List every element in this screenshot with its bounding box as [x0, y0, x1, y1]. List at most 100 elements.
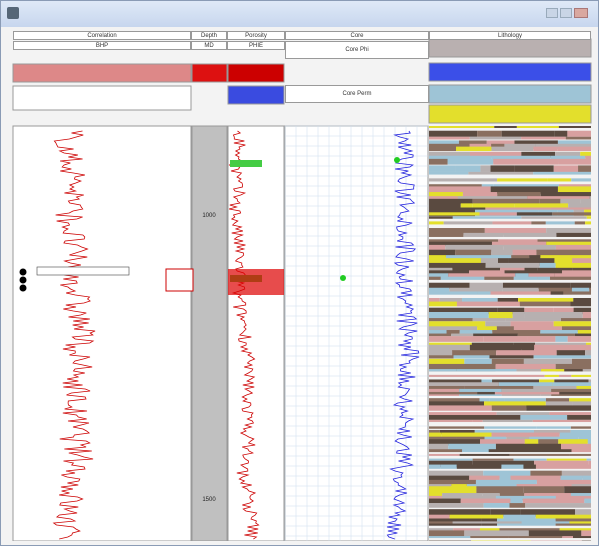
lithology-band — [569, 521, 591, 524]
lithology-band — [472, 203, 515, 210]
lithology-band — [494, 126, 517, 129]
lithology-band — [554, 273, 591, 280]
lithology-band — [429, 241, 492, 246]
lithology-band — [429, 458, 473, 461]
lithology-band — [568, 203, 591, 210]
lithology-swatch — [428, 84, 592, 104]
lithology-band — [429, 398, 480, 402]
lithology-band — [499, 528, 560, 531]
lithology-band — [446, 330, 460, 335]
lithology-band — [491, 405, 527, 411]
lithology-band — [558, 439, 588, 446]
lithology-band — [429, 536, 471, 539]
lithology-band — [464, 358, 492, 365]
track-title: Correlation — [13, 31, 191, 40]
lithology-band — [496, 326, 514, 332]
lithology-band — [493, 158, 559, 165]
maximize-button[interactable] — [560, 8, 572, 18]
lithology-band — [516, 212, 553, 216]
lithology-band — [460, 498, 511, 504]
lithology-band — [484, 426, 537, 429]
lithology-band — [535, 514, 591, 521]
lithology-band — [574, 221, 586, 225]
lithology-band — [541, 369, 565, 372]
lithology-band — [429, 178, 498, 182]
lithology-band — [429, 291, 478, 295]
lithology-band — [472, 198, 540, 204]
lithology-band — [429, 443, 449, 452]
close-button[interactable] — [574, 8, 588, 18]
lithology-band — [453, 528, 480, 531]
well-marker — [19, 284, 27, 292]
lithology-band — [464, 530, 529, 538]
lithology-band — [429, 298, 440, 305]
lithology-band — [569, 398, 591, 402]
lithology-band — [523, 464, 536, 469]
lithology-band — [429, 186, 491, 194]
lithology-band — [429, 207, 486, 210]
lithology-band — [557, 146, 591, 152]
lithology-band — [429, 301, 457, 307]
lithology-band — [460, 203, 473, 210]
lithology-band — [539, 198, 561, 204]
lithology-band — [429, 449, 463, 453]
track — [284, 125, 429, 541]
lithology-band — [447, 158, 494, 165]
lithology-band — [479, 398, 490, 402]
lithology-band — [429, 358, 465, 365]
lithology-band — [497, 298, 519, 305]
lithology-band — [522, 498, 585, 504]
lithology-band — [534, 429, 571, 435]
lithology-band — [527, 196, 590, 200]
lithology-band — [439, 298, 463, 305]
lithology-band — [558, 158, 591, 165]
lithology-band — [537, 267, 573, 272]
lithology-band — [545, 398, 570, 402]
lithology-band — [545, 221, 575, 225]
lithology-band — [504, 398, 546, 402]
lithology-band — [504, 143, 536, 150]
lithology-band — [429, 484, 452, 489]
lithology-band — [429, 165, 456, 172]
lithology-band — [429, 192, 463, 200]
lithology-band — [429, 244, 446, 252]
lithology-band — [429, 453, 460, 456]
lithology-band — [528, 273, 555, 280]
depth-track — [191, 125, 228, 541]
lithology-band — [429, 262, 486, 269]
lithology-band — [563, 291, 591, 295]
lithology-band — [571, 374, 591, 377]
lithology-band — [452, 350, 497, 356]
lithology-band — [491, 241, 547, 246]
zone-tag — [230, 160, 262, 167]
lithology-band — [429, 495, 442, 500]
lithology-band — [587, 439, 591, 446]
minimize-button[interactable] — [546, 8, 558, 18]
lithology-band — [452, 521, 522, 524]
lithology-band — [516, 126, 559, 129]
lithology-band — [488, 311, 513, 319]
lithology-band — [429, 311, 489, 319]
lithology-band — [429, 530, 465, 538]
lithology-band — [429, 415, 466, 420]
pay-zone — [228, 269, 284, 295]
lithology-band — [501, 130, 555, 137]
lithology-band — [429, 330, 447, 335]
track — [227, 125, 285, 541]
lithology-band — [553, 165, 579, 172]
lithology-band — [469, 344, 522, 352]
lithology-band — [439, 429, 475, 435]
lithology-band — [571, 449, 591, 453]
marker-box — [165, 268, 194, 292]
lithology-band — [561, 326, 591, 332]
lithology-band — [510, 321, 554, 328]
lithology-band — [513, 458, 547, 461]
lithology-band — [502, 287, 539, 295]
lithology-band — [555, 151, 581, 158]
lithology-band — [525, 503, 591, 508]
lithology-band — [456, 146, 492, 152]
lithology-band — [483, 503, 510, 508]
lithology-band — [540, 330, 578, 335]
lithology-band — [429, 426, 485, 429]
header-swatch — [12, 85, 192, 111]
